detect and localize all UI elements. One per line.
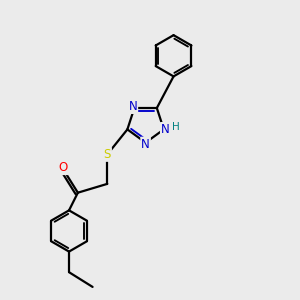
Text: N: N <box>161 123 170 136</box>
Text: S: S <box>103 148 111 161</box>
Text: N: N <box>141 138 150 151</box>
Text: H: H <box>172 122 180 132</box>
Text: N: N <box>128 100 137 113</box>
Text: O: O <box>58 161 68 174</box>
